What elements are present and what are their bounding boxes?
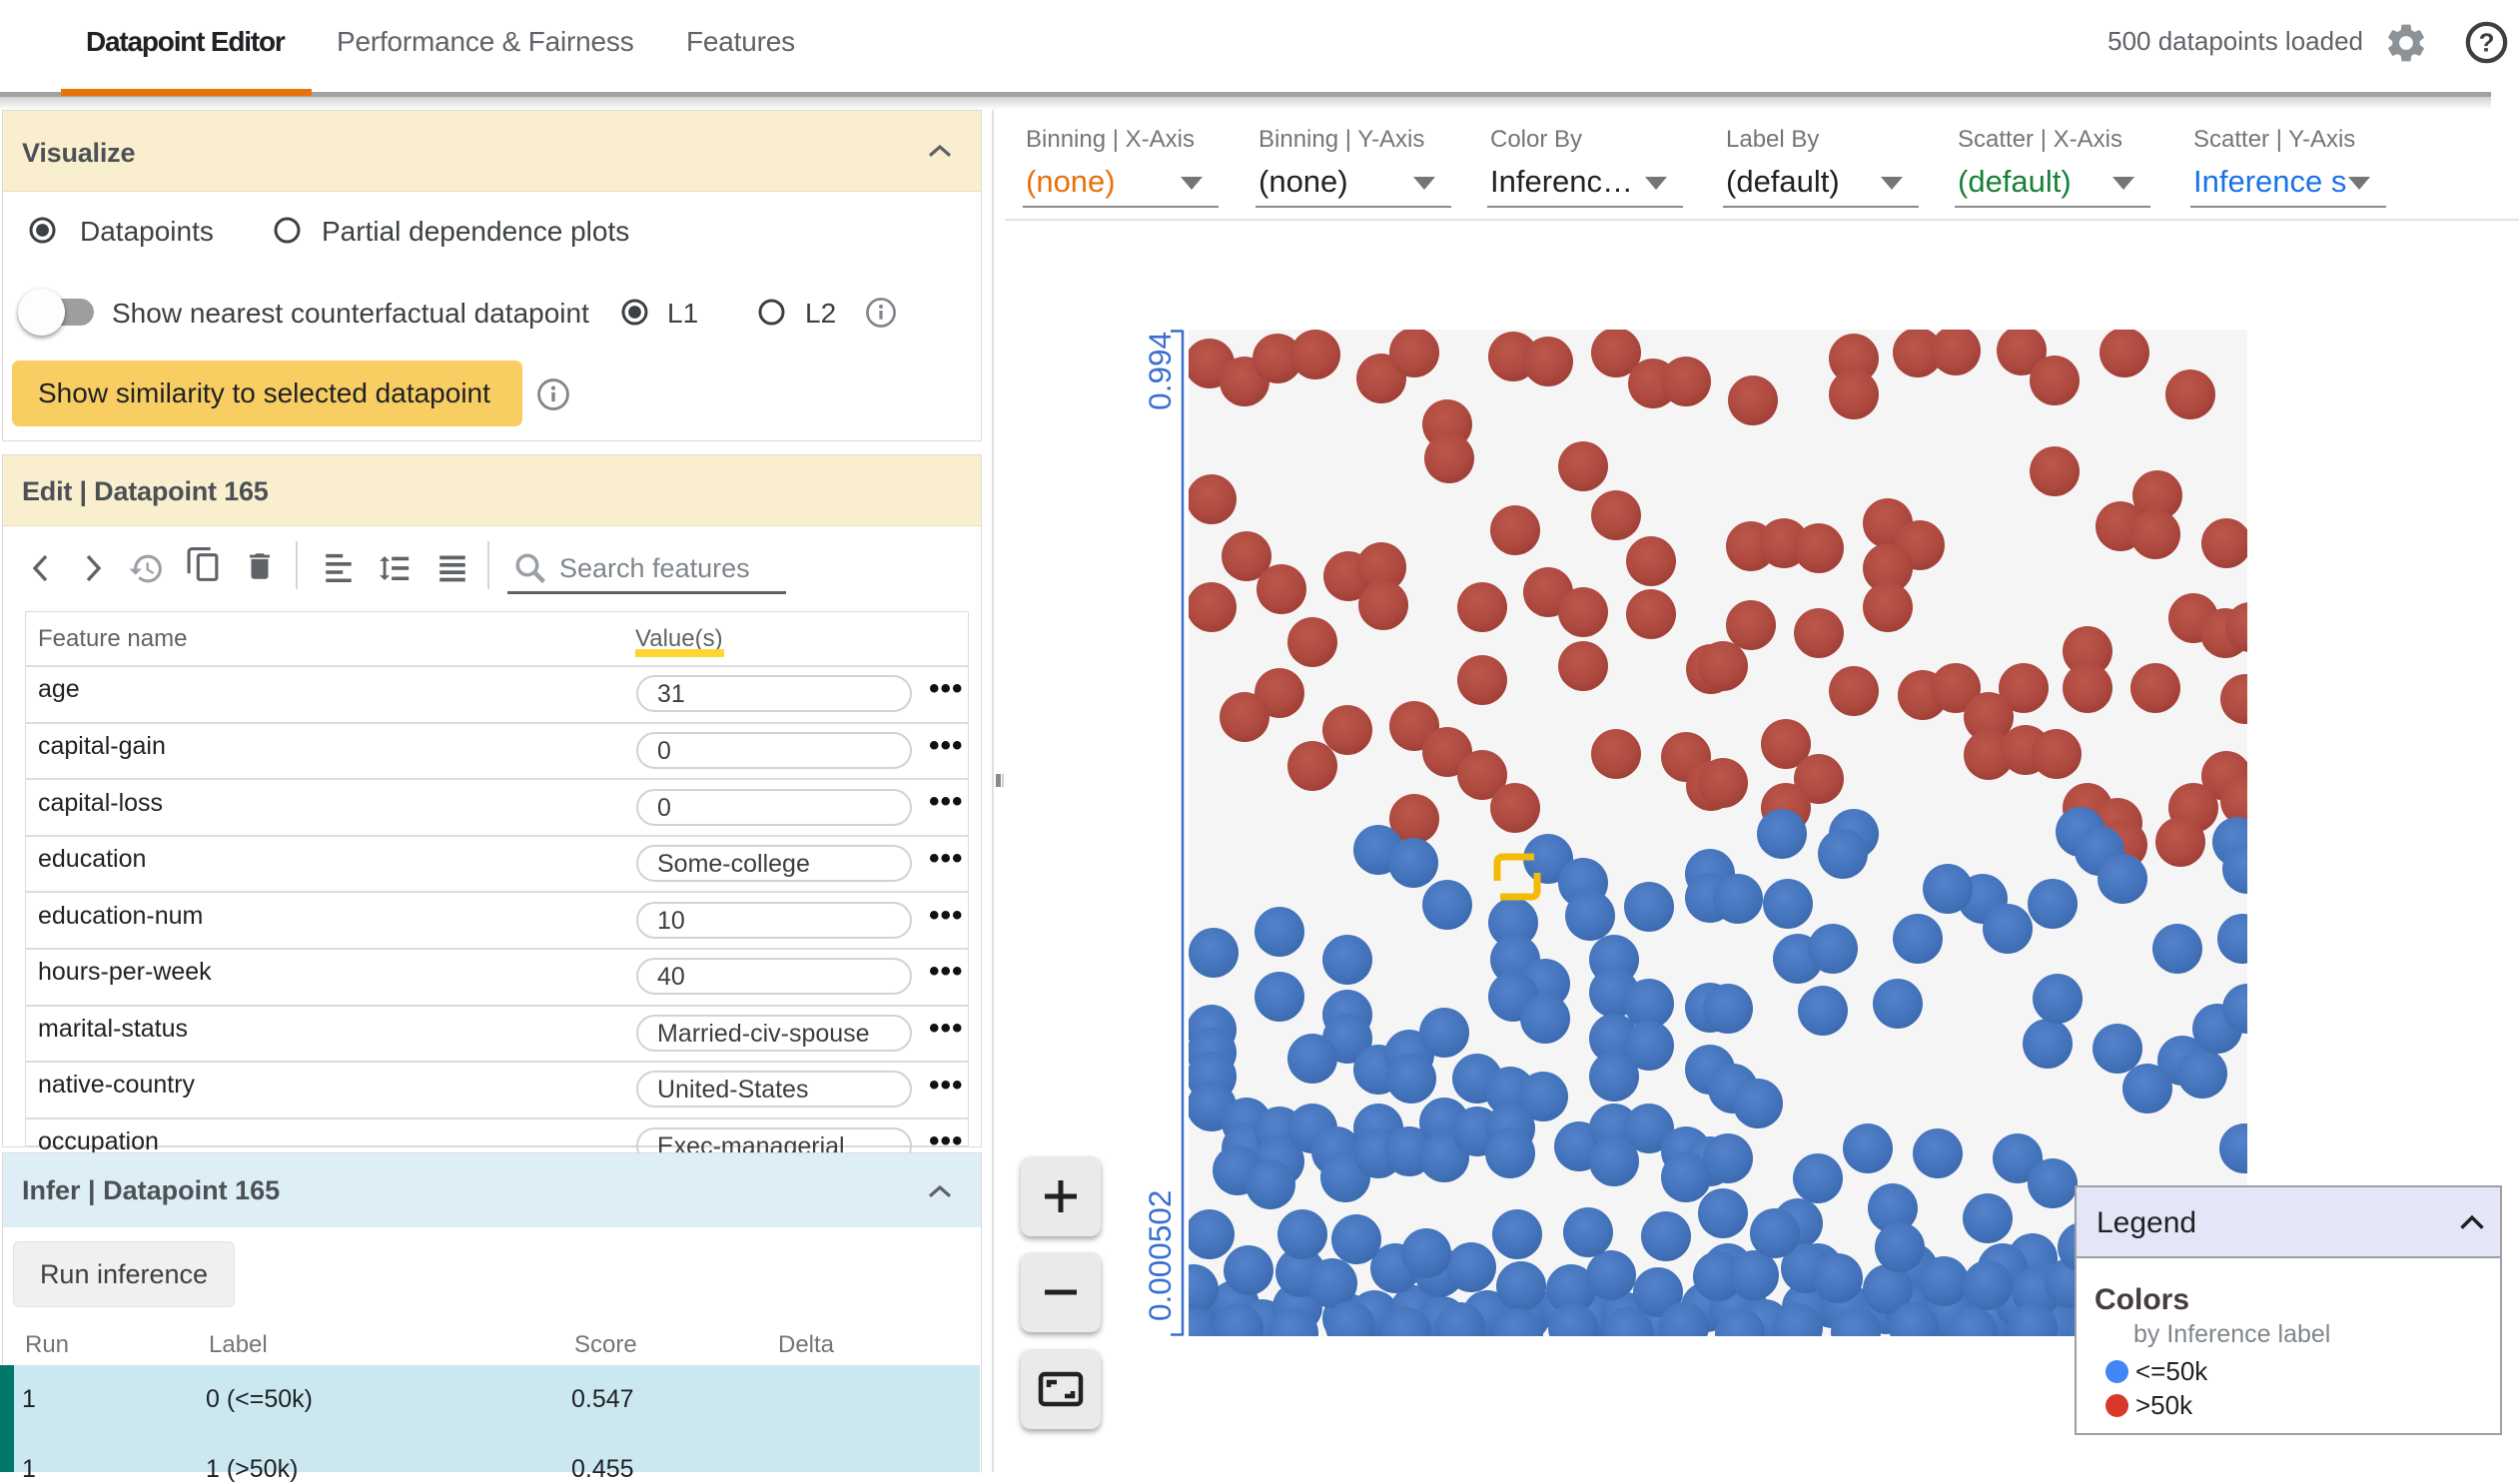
svg-text:0.994: 0.994: [1142, 332, 1178, 410]
svg-text:?: ?: [2479, 27, 2495, 57]
svg-text:0.000502: 0.000502: [1142, 1190, 1178, 1321]
